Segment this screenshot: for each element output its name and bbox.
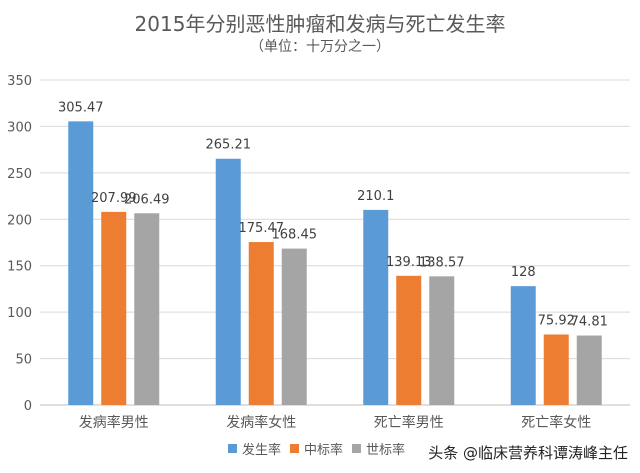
legend-label: 世标率 <box>366 442 405 458</box>
x-category-label: 发病率女性 <box>226 414 296 431</box>
x-category-label: 发病率男性 <box>79 414 149 431</box>
bar-series-2 <box>543 334 569 405</box>
data-label: 75.92 <box>538 314 575 329</box>
y-tick-label: 0 <box>24 399 32 414</box>
bar-series-3 <box>429 276 455 405</box>
chart-title: 2015年分别恶性肿瘤和发病与死亡发生率 <box>134 12 506 36</box>
legend-label: 发生率 <box>242 442 281 458</box>
bar-series-1 <box>363 209 389 405</box>
data-label: 138.57 <box>419 255 465 270</box>
bar-series-2 <box>248 242 274 405</box>
bar-series-3 <box>134 213 160 405</box>
legend-swatch <box>352 444 361 453</box>
bar-series-3 <box>576 335 602 405</box>
data-label: 265.21 <box>206 138 252 153</box>
data-label: 74.81 <box>571 315 608 330</box>
watermark: 头条 @临床营养科谭涛峰主任 <box>428 444 628 462</box>
bar-series-1 <box>510 286 536 405</box>
x-category-label: 死亡率男性 <box>374 414 444 431</box>
bar-series-3 <box>281 248 307 405</box>
bar-series-2 <box>101 211 127 405</box>
chart-subtitle: （单位：十万分之一） <box>250 39 390 55</box>
y-tick-label: 100 <box>7 306 32 321</box>
data-label: 206.49 <box>124 192 170 207</box>
y-tick-label: 150 <box>7 260 32 275</box>
bar-series-2 <box>396 275 422 405</box>
y-tick-label: 300 <box>7 120 32 135</box>
data-label: 139.13 <box>386 255 432 270</box>
y-tick-label: 250 <box>7 167 32 182</box>
y-tick-label: 200 <box>7 213 32 228</box>
legend-swatch <box>228 444 237 453</box>
legend-swatch <box>290 444 299 453</box>
data-label: 168.45 <box>272 228 318 243</box>
bar-series-1 <box>215 158 241 405</box>
y-tick-label: 50 <box>15 353 32 368</box>
legend-label: 中标率 <box>304 442 343 458</box>
data-label: 207.99 <box>91 191 137 206</box>
data-label: 175.47 <box>239 221 285 236</box>
data-label: 128 <box>511 265 536 280</box>
data-label: 210.1 <box>357 189 394 204</box>
x-category-label: 死亡率女性 <box>521 414 591 431</box>
bar-series-1 <box>68 121 94 405</box>
data-label: 305.47 <box>58 100 104 115</box>
y-tick-label: 350 <box>7 74 32 89</box>
